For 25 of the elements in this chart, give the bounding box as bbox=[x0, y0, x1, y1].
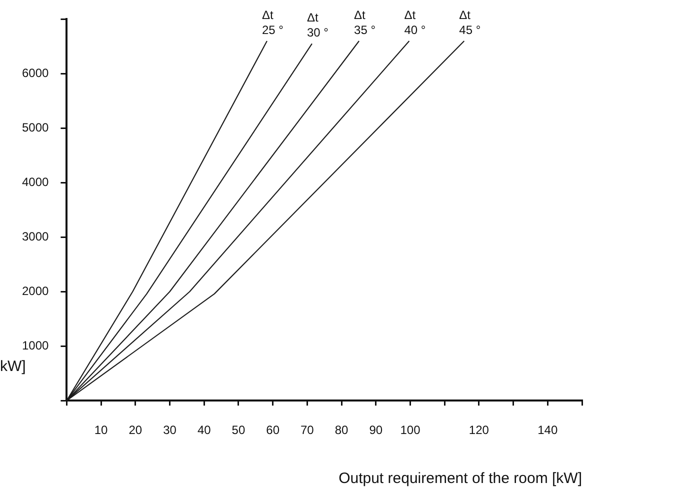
y-tick-label: 5000 bbox=[22, 120, 50, 134]
x-tick-label: 100 bbox=[400, 423, 421, 438]
y-tick-label: 1000 bbox=[22, 338, 50, 352]
x-tick-label: 60 bbox=[266, 423, 280, 438]
series-label: Δt 30 ° bbox=[306, 10, 329, 40]
series-label: Δt 40 ° bbox=[404, 8, 426, 37]
y-tick-label: 4000 bbox=[22, 174, 50, 189]
series-label: Δt 45 ° bbox=[459, 8, 481, 37]
x-axis-title: Output requirement of the room [kW] bbox=[338, 470, 582, 488]
x-tick-label: 140 bbox=[538, 423, 558, 438]
x-tick-label: 50 bbox=[232, 423, 246, 438]
x-tick-label: 20 bbox=[128, 423, 142, 438]
x-tick-label: 30 bbox=[163, 423, 177, 438]
y-axis-title: kW] bbox=[0, 358, 26, 375]
x-tick-label: 40 bbox=[197, 423, 212, 438]
series-label: Δt 35 ° bbox=[354, 8, 376, 37]
x-tick-label: 120 bbox=[468, 423, 490, 438]
x-tick-label: 80 bbox=[334, 423, 349, 438]
y-tick-label: 6000 bbox=[22, 66, 50, 80]
x-tick-label: 10 bbox=[94, 423, 108, 438]
y-tick-label: 3000 bbox=[22, 229, 50, 244]
series-label: Δt 25 ° bbox=[262, 8, 284, 37]
x-tick-label: 70 bbox=[300, 423, 314, 438]
y-tick-label: 2000 bbox=[22, 284, 50, 298]
x-tick-label: 90 bbox=[369, 423, 383, 438]
